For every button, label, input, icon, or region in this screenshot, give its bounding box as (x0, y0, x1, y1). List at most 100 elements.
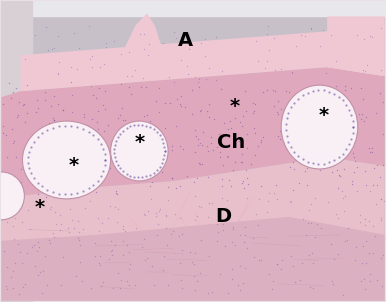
Point (169, 176, 175, 181)
Point (141, 32, 147, 37)
Point (262, 66, 268, 71)
Point (258, 138, 264, 143)
Point (95, 261, 102, 266)
Point (237, 287, 244, 292)
Point (117, 113, 124, 117)
Point (298, 261, 305, 266)
Point (132, 67, 139, 72)
Point (225, 155, 231, 159)
Point (255, 222, 261, 227)
Polygon shape (20, 25, 384, 91)
Point (141, 114, 147, 119)
Point (114, 191, 120, 196)
Point (304, 182, 310, 187)
Point (21, 101, 27, 106)
Point (359, 111, 365, 116)
Point (323, 70, 329, 75)
Point (184, 63, 190, 68)
Point (255, 144, 261, 149)
Point (349, 179, 355, 184)
Point (312, 235, 318, 239)
Point (212, 78, 218, 83)
Point (208, 134, 215, 139)
Point (374, 277, 380, 282)
Point (144, 209, 151, 214)
Point (76, 237, 82, 242)
Point (296, 181, 302, 186)
Text: Ch: Ch (217, 133, 245, 152)
Point (113, 159, 119, 164)
Point (164, 243, 170, 248)
Point (129, 73, 135, 78)
Point (303, 232, 310, 237)
Point (196, 76, 203, 81)
Point (167, 101, 173, 105)
Point (102, 107, 108, 112)
Point (253, 39, 259, 44)
Point (251, 109, 257, 114)
Point (34, 98, 40, 103)
Point (74, 191, 80, 195)
Point (10, 268, 16, 273)
Point (69, 109, 75, 114)
Point (340, 98, 346, 103)
Point (101, 128, 107, 133)
Point (4, 219, 10, 224)
Point (160, 157, 166, 162)
Point (113, 219, 120, 224)
Point (32, 32, 38, 37)
Ellipse shape (22, 121, 111, 199)
Point (11, 180, 17, 185)
Point (110, 286, 116, 291)
Point (51, 117, 57, 122)
Point (271, 89, 278, 94)
Point (236, 139, 242, 144)
Point (244, 196, 250, 201)
Text: *: * (318, 106, 328, 125)
Point (93, 120, 100, 124)
Point (350, 119, 356, 124)
Point (105, 122, 111, 127)
Point (350, 125, 356, 130)
Point (169, 143, 176, 148)
Point (117, 166, 124, 171)
Point (89, 53, 95, 58)
Text: *: * (69, 156, 79, 175)
Point (361, 276, 367, 281)
Point (300, 156, 306, 161)
Point (329, 170, 335, 175)
Point (289, 71, 295, 76)
Point (192, 127, 198, 132)
Point (42, 97, 48, 102)
Point (239, 151, 245, 156)
Point (141, 237, 147, 242)
Point (52, 209, 58, 214)
Point (44, 187, 50, 192)
Point (182, 104, 188, 109)
Point (339, 188, 345, 193)
Point (60, 255, 66, 260)
Point (85, 186, 91, 191)
Point (283, 145, 289, 150)
Point (102, 163, 108, 168)
Point (358, 116, 364, 121)
Point (139, 76, 146, 80)
Point (240, 179, 246, 184)
Point (88, 64, 95, 69)
Point (20, 103, 26, 108)
Point (264, 88, 270, 93)
Point (230, 167, 236, 172)
Point (242, 225, 248, 230)
Point (135, 122, 141, 127)
Point (218, 176, 225, 181)
Point (55, 71, 61, 76)
Point (291, 100, 297, 105)
Point (69, 92, 75, 97)
Point (295, 96, 301, 101)
Point (86, 56, 93, 61)
Point (275, 112, 281, 117)
Point (269, 87, 276, 92)
Point (278, 67, 284, 72)
Point (367, 34, 373, 39)
Point (367, 149, 373, 154)
